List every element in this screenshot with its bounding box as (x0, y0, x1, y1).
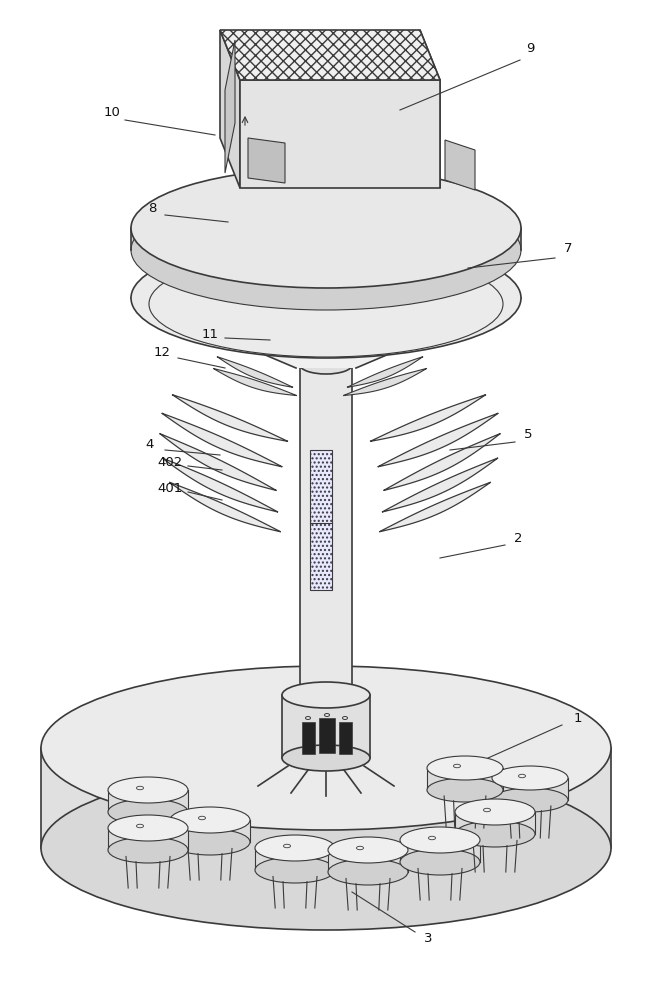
Ellipse shape (455, 799, 535, 825)
Polygon shape (220, 30, 440, 80)
Text: 5: 5 (524, 428, 532, 442)
Polygon shape (255, 848, 335, 870)
Text: 401: 401 (157, 482, 183, 494)
Text: 4: 4 (146, 438, 154, 452)
Polygon shape (220, 30, 240, 188)
Polygon shape (108, 790, 188, 812)
Text: 2: 2 (514, 532, 522, 544)
Polygon shape (370, 395, 486, 441)
Polygon shape (159, 434, 276, 490)
Polygon shape (455, 812, 535, 834)
Polygon shape (131, 228, 521, 250)
Polygon shape (445, 140, 475, 190)
Bar (339, 722, 352, 754)
Bar (319, 718, 335, 753)
Text: 9: 9 (526, 41, 534, 54)
Polygon shape (131, 298, 521, 368)
Ellipse shape (328, 837, 408, 863)
Ellipse shape (427, 778, 503, 802)
Polygon shape (213, 368, 297, 396)
Polygon shape (383, 434, 500, 490)
Ellipse shape (300, 356, 352, 374)
Polygon shape (170, 820, 250, 842)
Ellipse shape (255, 857, 335, 883)
Polygon shape (169, 482, 281, 532)
Bar (302, 722, 315, 754)
Polygon shape (282, 695, 370, 758)
Ellipse shape (170, 829, 250, 855)
Ellipse shape (131, 168, 521, 288)
Ellipse shape (131, 190, 521, 310)
Polygon shape (248, 138, 285, 183)
Ellipse shape (41, 766, 611, 930)
Text: 12: 12 (153, 346, 170, 359)
Polygon shape (162, 458, 278, 512)
Polygon shape (217, 357, 293, 387)
Ellipse shape (131, 238, 521, 358)
Ellipse shape (108, 799, 188, 825)
Text: 1: 1 (574, 712, 582, 724)
Ellipse shape (108, 815, 188, 841)
Bar (310, 450, 332, 590)
Ellipse shape (255, 835, 335, 861)
Text: 402: 402 (157, 456, 183, 468)
Polygon shape (328, 850, 408, 872)
Ellipse shape (108, 837, 188, 863)
Ellipse shape (282, 745, 370, 771)
Ellipse shape (108, 777, 188, 803)
Ellipse shape (400, 827, 480, 853)
Polygon shape (162, 413, 282, 467)
Ellipse shape (427, 756, 503, 780)
Ellipse shape (455, 821, 535, 847)
Polygon shape (108, 828, 188, 850)
Text: 7: 7 (564, 241, 572, 254)
Polygon shape (427, 768, 503, 790)
Polygon shape (225, 40, 235, 173)
Polygon shape (343, 368, 427, 396)
Ellipse shape (282, 682, 370, 708)
Polygon shape (41, 748, 611, 848)
Ellipse shape (328, 859, 408, 885)
Ellipse shape (492, 788, 568, 812)
Polygon shape (172, 395, 288, 441)
Polygon shape (300, 365, 352, 695)
Text: 3: 3 (424, 932, 432, 944)
Ellipse shape (170, 807, 250, 833)
Polygon shape (347, 357, 423, 387)
Text: 8: 8 (148, 202, 156, 215)
Ellipse shape (41, 666, 611, 830)
Text: 10: 10 (104, 105, 120, 118)
Text: 11: 11 (202, 328, 219, 342)
Polygon shape (377, 413, 498, 467)
Polygon shape (420, 30, 440, 188)
Polygon shape (492, 778, 568, 800)
Polygon shape (379, 482, 490, 532)
Ellipse shape (400, 849, 480, 875)
Polygon shape (400, 840, 480, 862)
Ellipse shape (492, 766, 568, 790)
Polygon shape (240, 80, 440, 188)
Polygon shape (382, 458, 498, 512)
